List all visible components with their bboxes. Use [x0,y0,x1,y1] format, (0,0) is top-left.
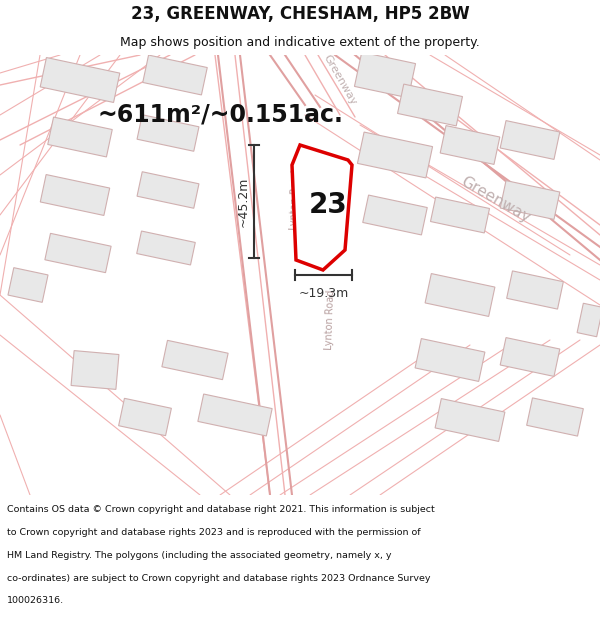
Polygon shape [137,231,195,265]
Polygon shape [398,84,463,126]
Text: Map shows position and indicative extent of the property.: Map shows position and indicative extent… [120,36,480,49]
Text: Greenway: Greenway [322,53,358,107]
Text: 100026316.: 100026316. [7,596,64,606]
Polygon shape [355,52,416,98]
Text: ~611m²/~0.151ac.: ~611m²/~0.151ac. [97,103,343,127]
Text: Lynton Road: Lynton Road [324,290,336,350]
Polygon shape [40,174,110,216]
Polygon shape [48,117,112,157]
Polygon shape [500,121,560,159]
Polygon shape [45,233,111,272]
Polygon shape [500,181,560,219]
Polygon shape [358,132,433,178]
Text: ~19.3m: ~19.3m [298,287,349,300]
Polygon shape [137,115,199,151]
Text: 23, GREENWAY, CHESHAM, HP5 2BW: 23, GREENWAY, CHESHAM, HP5 2BW [131,5,469,22]
Polygon shape [119,398,172,436]
Text: Lynton Road: Lynton Road [289,170,301,230]
Polygon shape [198,394,272,436]
Polygon shape [440,126,500,164]
Polygon shape [577,303,600,337]
Text: Greenway: Greenway [458,174,532,226]
Polygon shape [363,195,427,235]
Polygon shape [137,172,199,208]
Text: ~45.2m: ~45.2m [236,176,250,227]
Polygon shape [8,268,48,302]
Polygon shape [435,399,505,441]
Polygon shape [425,274,495,316]
Polygon shape [506,271,563,309]
Polygon shape [162,341,228,379]
Text: 23: 23 [308,191,347,219]
Polygon shape [143,55,207,95]
Text: to Crown copyright and database rights 2023 and is reproduced with the permissio: to Crown copyright and database rights 2… [7,528,421,537]
Polygon shape [527,398,583,436]
Text: HM Land Registry. The polygons (including the associated geometry, namely x, y: HM Land Registry. The polygons (includin… [7,551,392,560]
Polygon shape [71,351,119,389]
Text: co-ordinates) are subject to Crown copyright and database rights 2023 Ordnance S: co-ordinates) are subject to Crown copyr… [7,574,431,582]
Polygon shape [500,338,560,376]
Polygon shape [40,58,120,102]
Polygon shape [431,197,490,233]
Polygon shape [415,339,485,381]
Polygon shape [292,145,352,270]
Text: Contains OS data © Crown copyright and database right 2021. This information is : Contains OS data © Crown copyright and d… [7,506,435,514]
